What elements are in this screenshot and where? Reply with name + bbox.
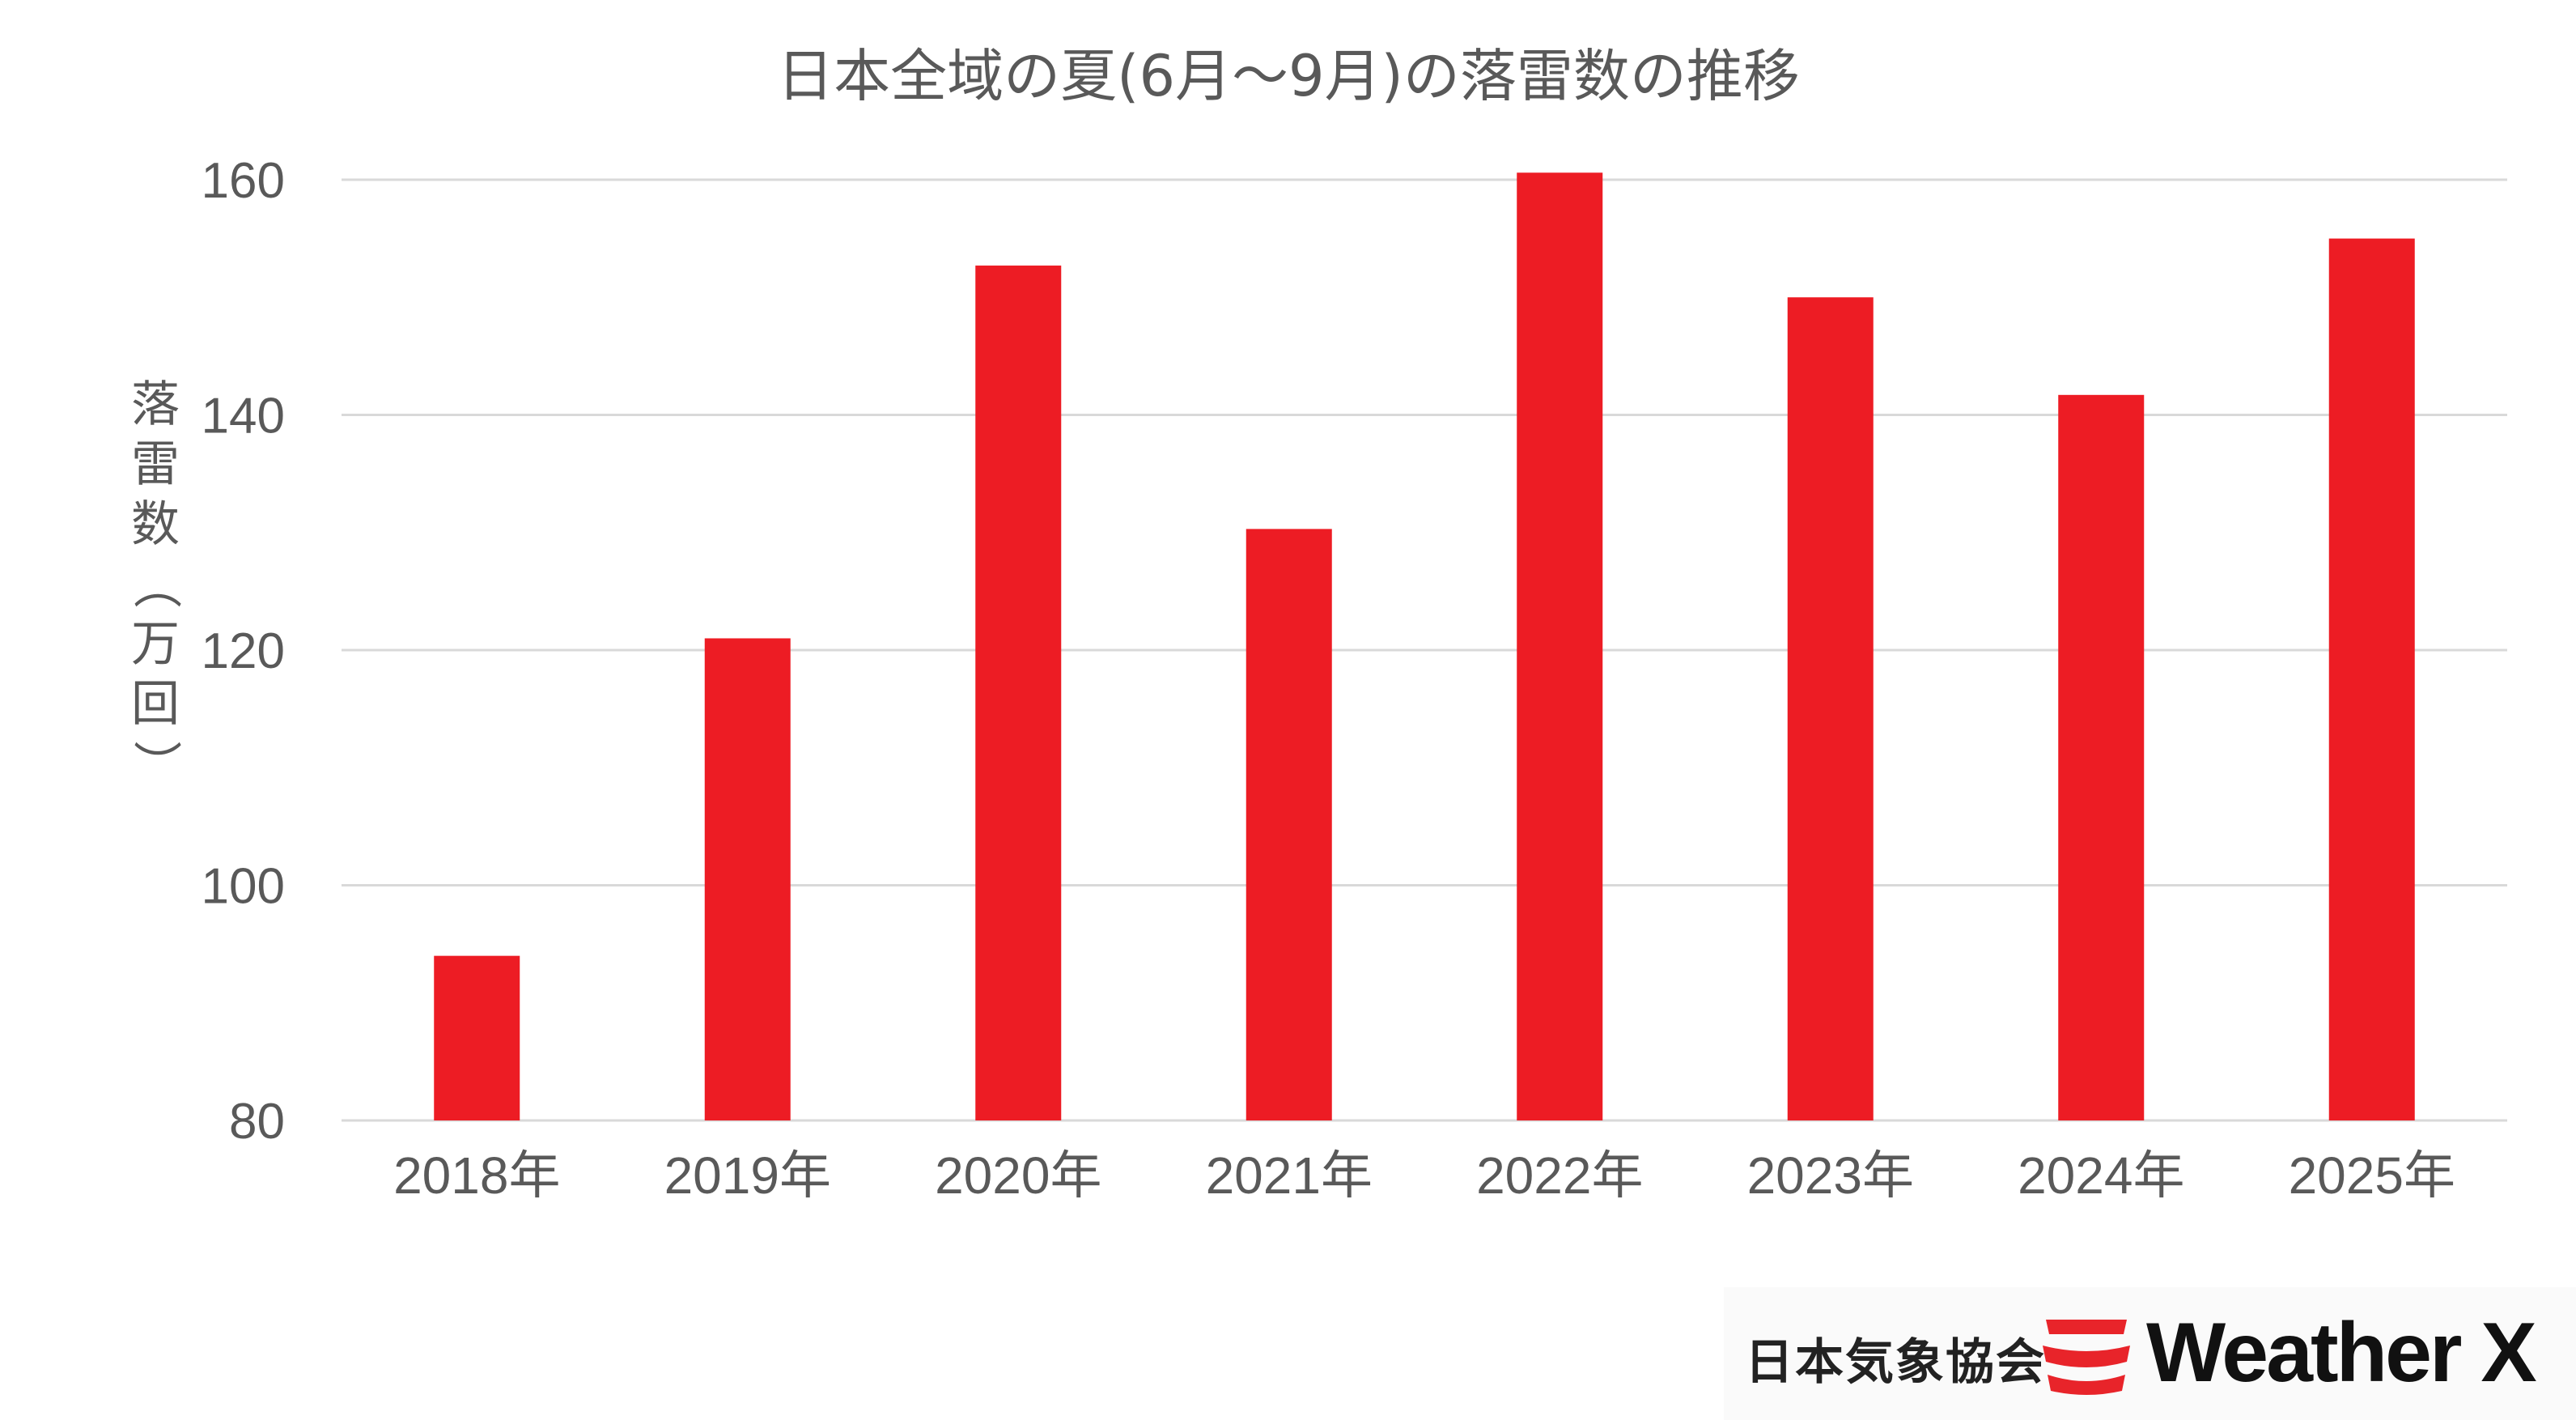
brand-name-logo: Weather X bbox=[2146, 1306, 2537, 1400]
logo-stripe-top bbox=[2046, 1320, 2127, 1334]
y-axis-label-char: ） bbox=[127, 740, 184, 789]
bars bbox=[434, 172, 2415, 1121]
y-axis-label: 落雷数 （ 万回 ） bbox=[127, 376, 184, 789]
y-axis-label-char: 雷 bbox=[131, 436, 180, 493]
y-tick-label: 160 bbox=[202, 153, 285, 209]
bar-2025年 bbox=[2328, 238, 2415, 1120]
x-tick-label: 2023年 bbox=[1747, 1146, 1914, 1205]
y-axis-label-char: 数 bbox=[131, 496, 180, 553]
chart-title: 日本全域の夏(6月～9月)の落雷数の推移 bbox=[777, 43, 1800, 109]
x-tick-label: 2019年 bbox=[664, 1146, 831, 1205]
x-tick-label: 2025年 bbox=[2289, 1146, 2455, 1205]
bar-2024年 bbox=[2058, 394, 2145, 1120]
x-tick-label: 2021年 bbox=[1206, 1146, 1373, 1205]
y-tick-label: 100 bbox=[202, 859, 285, 915]
y-tick-label: 80 bbox=[229, 1094, 285, 1150]
logo-area: 日本気象協会 Weather X bbox=[1724, 1287, 2576, 1420]
logo-stripe-bottom bbox=[2048, 1375, 2125, 1395]
y-axis-label-char: 回 bbox=[131, 676, 180, 733]
y-axis-label-char: 落 bbox=[131, 376, 180, 433]
x-tick-label: 2020年 bbox=[935, 1146, 1101, 1205]
y-axis-ticks: 80 100 120 140 160 bbox=[202, 153, 285, 1150]
y-tick-label: 140 bbox=[202, 389, 285, 444]
gridlines bbox=[342, 178, 2507, 1122]
bar-2023年 bbox=[1787, 297, 1874, 1120]
x-tick-label: 2018年 bbox=[393, 1146, 560, 1205]
y-tick-label: 120 bbox=[202, 623, 285, 679]
weather-x-stripes-icon bbox=[2043, 1320, 2130, 1395]
y-axis-label-char: 万 bbox=[131, 616, 180, 673]
svg-text:）: ） bbox=[127, 740, 184, 789]
bar-2020年 bbox=[975, 266, 1062, 1121]
logo-stripe-middle bbox=[2043, 1346, 2130, 1367]
x-axis-ticks: 2018年 2019年 2020年 2021年 2022年 2023年 2024年 2025年 bbox=[393, 1146, 2455, 1205]
x-tick-label: 2024年 bbox=[2018, 1146, 2184, 1205]
svg-text:（: （ bbox=[127, 560, 184, 609]
org-name-logo: 日本気象協会 bbox=[1745, 1334, 2046, 1391]
bar-2021年 bbox=[1246, 529, 1332, 1120]
x-tick-label: 2022年 bbox=[1476, 1146, 1643, 1205]
bar-2022年 bbox=[1517, 172, 1603, 1120]
bar-2019年 bbox=[704, 638, 791, 1120]
y-axis-label-char: （ bbox=[127, 560, 184, 609]
bar-2018年 bbox=[434, 955, 520, 1120]
